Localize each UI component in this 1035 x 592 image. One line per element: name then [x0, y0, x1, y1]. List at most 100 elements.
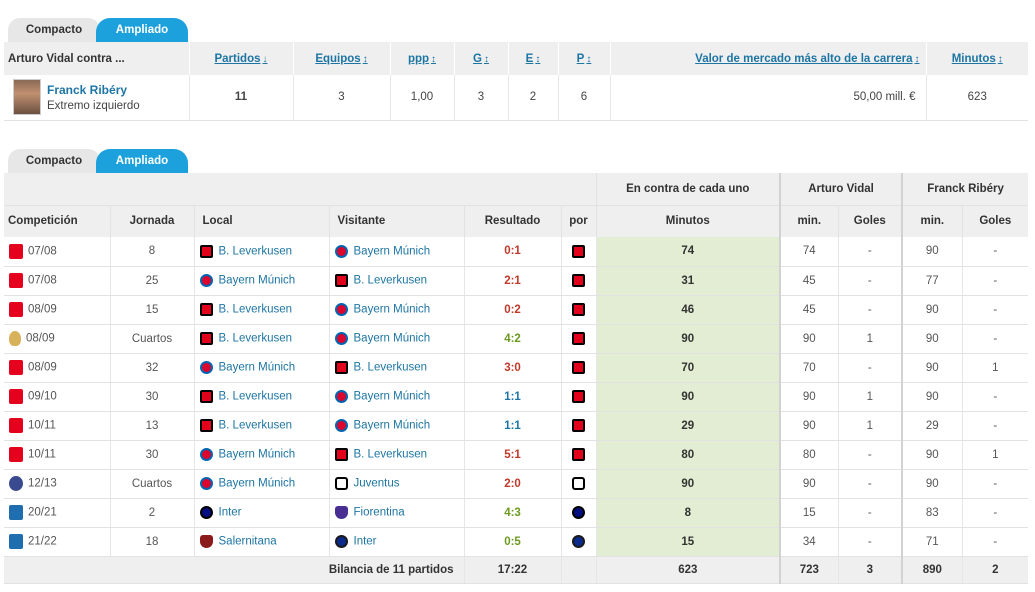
- club-crest-icon[interactable]: [334, 274, 348, 287]
- club-crest-icon[interactable]: [334, 448, 348, 461]
- bundesliga-icon[interactable]: [9, 389, 23, 404]
- away-team-link[interactable]: Bayern Múnich: [353, 332, 431, 345]
- tab-compact[interactable]: Compacto: [8, 18, 100, 42]
- club-crest-icon[interactable]: [199, 506, 213, 519]
- tab-extended[interactable]: Ampliado: [96, 149, 188, 173]
- club-crest-icon[interactable]: [199, 303, 213, 316]
- club-crest-icon[interactable]: [572, 448, 586, 461]
- home-team-link[interactable]: Inter: [218, 506, 242, 519]
- sort-draws[interactable]: E ↕: [507, 42, 558, 75]
- bundesliga-icon[interactable]: [9, 447, 23, 462]
- b-goals: -: [961, 498, 1029, 528]
- champions-league-icon[interactable]: [9, 476, 23, 491]
- b-minutes: 83: [901, 498, 963, 528]
- club-crest-icon[interactable]: [199, 244, 213, 258]
- club-crest-icon[interactable]: [334, 390, 348, 403]
- minutes-shared: 29: [595, 411, 781, 441]
- result-link[interactable]: 5:1: [504, 448, 521, 461]
- away-team-link[interactable]: Fiorentina: [353, 506, 405, 519]
- club-crest-icon[interactable]: [199, 274, 213, 287]
- bundesliga-icon[interactable]: [9, 243, 23, 259]
- club-crest-icon[interactable]: [199, 535, 213, 548]
- result-link[interactable]: 4:2: [504, 332, 521, 345]
- away-team-link[interactable]: B. Leverkusen: [353, 448, 428, 461]
- club-crest-icon[interactable]: [334, 244, 348, 258]
- result-link[interactable]: 0:5: [504, 535, 521, 548]
- sort-wins[interactable]: G ↕: [453, 42, 508, 75]
- club-crest-icon[interactable]: [334, 477, 348, 490]
- sort-teams[interactable]: Equipos ↕: [292, 42, 390, 75]
- b-goals: -: [961, 266, 1029, 296]
- sort-losses[interactable]: P ↕: [557, 42, 610, 75]
- bundesliga-icon[interactable]: [9, 273, 23, 288]
- bundesliga-icon[interactable]: [9, 418, 23, 433]
- away-team-link[interactable]: Bayern Múnich: [353, 303, 431, 316]
- home-team-link[interactable]: B. Leverkusen: [218, 245, 293, 258]
- player-name-link[interactable]: Franck Ribéry: [47, 82, 128, 97]
- club-crest-icon[interactable]: [334, 419, 348, 432]
- dfb-pokal-icon[interactable]: [9, 331, 21, 346]
- result-link[interactable]: 0:1: [504, 245, 521, 258]
- matches-link[interactable]: 11: [188, 75, 293, 121]
- away-team-link[interactable]: B. Leverkusen: [353, 274, 428, 287]
- b-goals: -: [961, 469, 1029, 499]
- home-team-link[interactable]: Bayern Múnich: [218, 448, 296, 461]
- home-team-link[interactable]: Salernitana: [218, 535, 277, 548]
- club-crest-icon[interactable]: [572, 244, 586, 258]
- sort-matches[interactable]: Partidos ↓: [188, 42, 293, 75]
- tab-extended[interactable]: Ampliado: [96, 18, 188, 42]
- club-crest-icon[interactable]: [572, 274, 586, 287]
- club-crest-icon[interactable]: [199, 477, 213, 490]
- home-team-link[interactable]: B. Leverkusen: [218, 332, 293, 345]
- club-crest-icon[interactable]: [572, 419, 586, 432]
- sort-market-value[interactable]: Valor de mercado más alto de la carrera ↕: [609, 42, 926, 75]
- minutes-shared: 74: [595, 237, 781, 267]
- result-link[interactable]: 3:0: [504, 361, 521, 374]
- home-team-link[interactable]: B. Leverkusen: [218, 303, 293, 316]
- away-team-link[interactable]: Bayern Múnich: [353, 390, 431, 403]
- club-crest-icon[interactable]: [572, 535, 586, 548]
- home-team-link[interactable]: Bayern Múnich: [218, 361, 296, 374]
- club-crest-icon[interactable]: [199, 419, 213, 432]
- club-crest-icon[interactable]: [334, 361, 348, 374]
- result-link[interactable]: 1:1: [504, 390, 521, 403]
- result-link[interactable]: 0:2: [504, 303, 521, 316]
- serie-a-icon[interactable]: [9, 534, 23, 549]
- bundesliga-icon[interactable]: [9, 302, 23, 317]
- result-link[interactable]: 2:0: [504, 477, 521, 490]
- club-crest-icon[interactable]: [334, 506, 348, 519]
- away-team-link[interactable]: Bayern Múnich: [353, 245, 431, 258]
- home-team-link[interactable]: Bayern Múnich: [218, 274, 296, 287]
- avatar[interactable]: [13, 79, 41, 116]
- result-link[interactable]: 1:1: [504, 419, 521, 432]
- club-crest-icon[interactable]: [199, 332, 213, 345]
- club-crest-icon[interactable]: [199, 361, 213, 374]
- minutes-shared: 46: [595, 295, 781, 325]
- home-team-link[interactable]: Bayern Múnich: [218, 477, 296, 490]
- bundesliga-icon[interactable]: [9, 360, 23, 375]
- away-team-link[interactable]: Juventus: [353, 477, 400, 490]
- tab-compact[interactable]: Compacto: [8, 149, 100, 173]
- club-crest-icon[interactable]: [334, 535, 348, 548]
- club-crest-icon[interactable]: [334, 303, 348, 316]
- sort-minutes[interactable]: Minutos ↕: [925, 42, 1028, 75]
- club-crest-icon[interactable]: [572, 361, 586, 374]
- club-crest-icon[interactable]: [572, 477, 586, 490]
- home-team-link[interactable]: B. Leverkusen: [218, 390, 293, 403]
- result-link[interactable]: 4:3: [504, 506, 521, 519]
- club-crest-icon[interactable]: [572, 390, 586, 403]
- away-team-link[interactable]: Inter: [353, 535, 377, 548]
- totals-row: Bilancia de 11 partidos 17:22 623 723 3 …: [4, 556, 1029, 584]
- sort-ppg[interactable]: ppp ↕: [389, 42, 454, 75]
- club-crest-icon[interactable]: [572, 506, 586, 519]
- club-crest-icon[interactable]: [334, 332, 348, 345]
- away-team-link[interactable]: Bayern Múnich: [353, 419, 431, 432]
- away-team-link[interactable]: B. Leverkusen: [353, 361, 428, 374]
- result-link[interactable]: 2:1: [504, 274, 521, 287]
- club-crest-icon[interactable]: [572, 303, 586, 316]
- club-crest-icon[interactable]: [199, 448, 213, 461]
- home-team-link[interactable]: B. Leverkusen: [218, 419, 293, 432]
- serie-a-icon[interactable]: [9, 505, 23, 520]
- club-crest-icon[interactable]: [199, 390, 213, 403]
- club-crest-icon[interactable]: [572, 332, 586, 345]
